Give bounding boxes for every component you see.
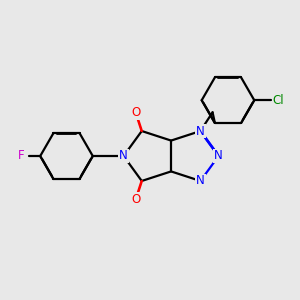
Text: O: O — [131, 193, 140, 206]
Text: N: N — [196, 124, 205, 137]
Text: N: N — [214, 149, 223, 163]
Text: N: N — [196, 175, 205, 188]
Text: F: F — [18, 149, 25, 163]
Text: O: O — [131, 106, 140, 119]
Text: N: N — [119, 149, 128, 163]
Text: Cl: Cl — [273, 94, 284, 107]
